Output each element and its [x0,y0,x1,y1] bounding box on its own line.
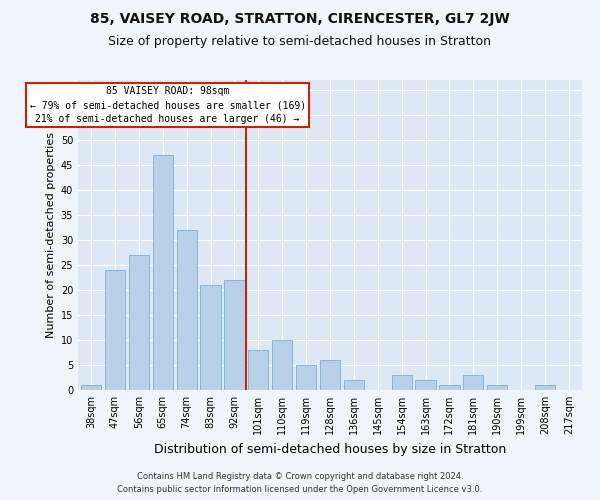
Bar [439,385,460,390]
Bar [81,385,101,390]
Bar [272,340,292,390]
Bar [392,375,412,390]
Bar [200,285,221,390]
X-axis label: Distribution of semi-detached houses by size in Stratton: Distribution of semi-detached houses by … [154,442,506,456]
Bar [105,270,125,390]
Bar [415,380,436,390]
Text: 85 VAISEY ROAD: 98sqm
← 79% of semi-detached houses are smaller (169)
21% of sem: 85 VAISEY ROAD: 98sqm ← 79% of semi-deta… [29,86,305,124]
Bar [320,360,340,390]
Text: Size of property relative to semi-detached houses in Stratton: Size of property relative to semi-detach… [109,35,491,48]
Bar [344,380,364,390]
Bar [248,350,268,390]
Bar [224,280,245,390]
Text: Contains public sector information licensed under the Open Government Licence v3: Contains public sector information licen… [118,485,482,494]
Bar [463,375,484,390]
Y-axis label: Number of semi-detached properties: Number of semi-detached properties [46,132,56,338]
Bar [535,385,555,390]
Bar [129,255,149,390]
Bar [296,365,316,390]
Text: Contains HM Land Registry data © Crown copyright and database right 2024.: Contains HM Land Registry data © Crown c… [137,472,463,481]
Bar [152,155,173,390]
Bar [487,385,508,390]
Bar [176,230,197,390]
Text: 85, VAISEY ROAD, STRATTON, CIRENCESTER, GL7 2JW: 85, VAISEY ROAD, STRATTON, CIRENCESTER, … [90,12,510,26]
